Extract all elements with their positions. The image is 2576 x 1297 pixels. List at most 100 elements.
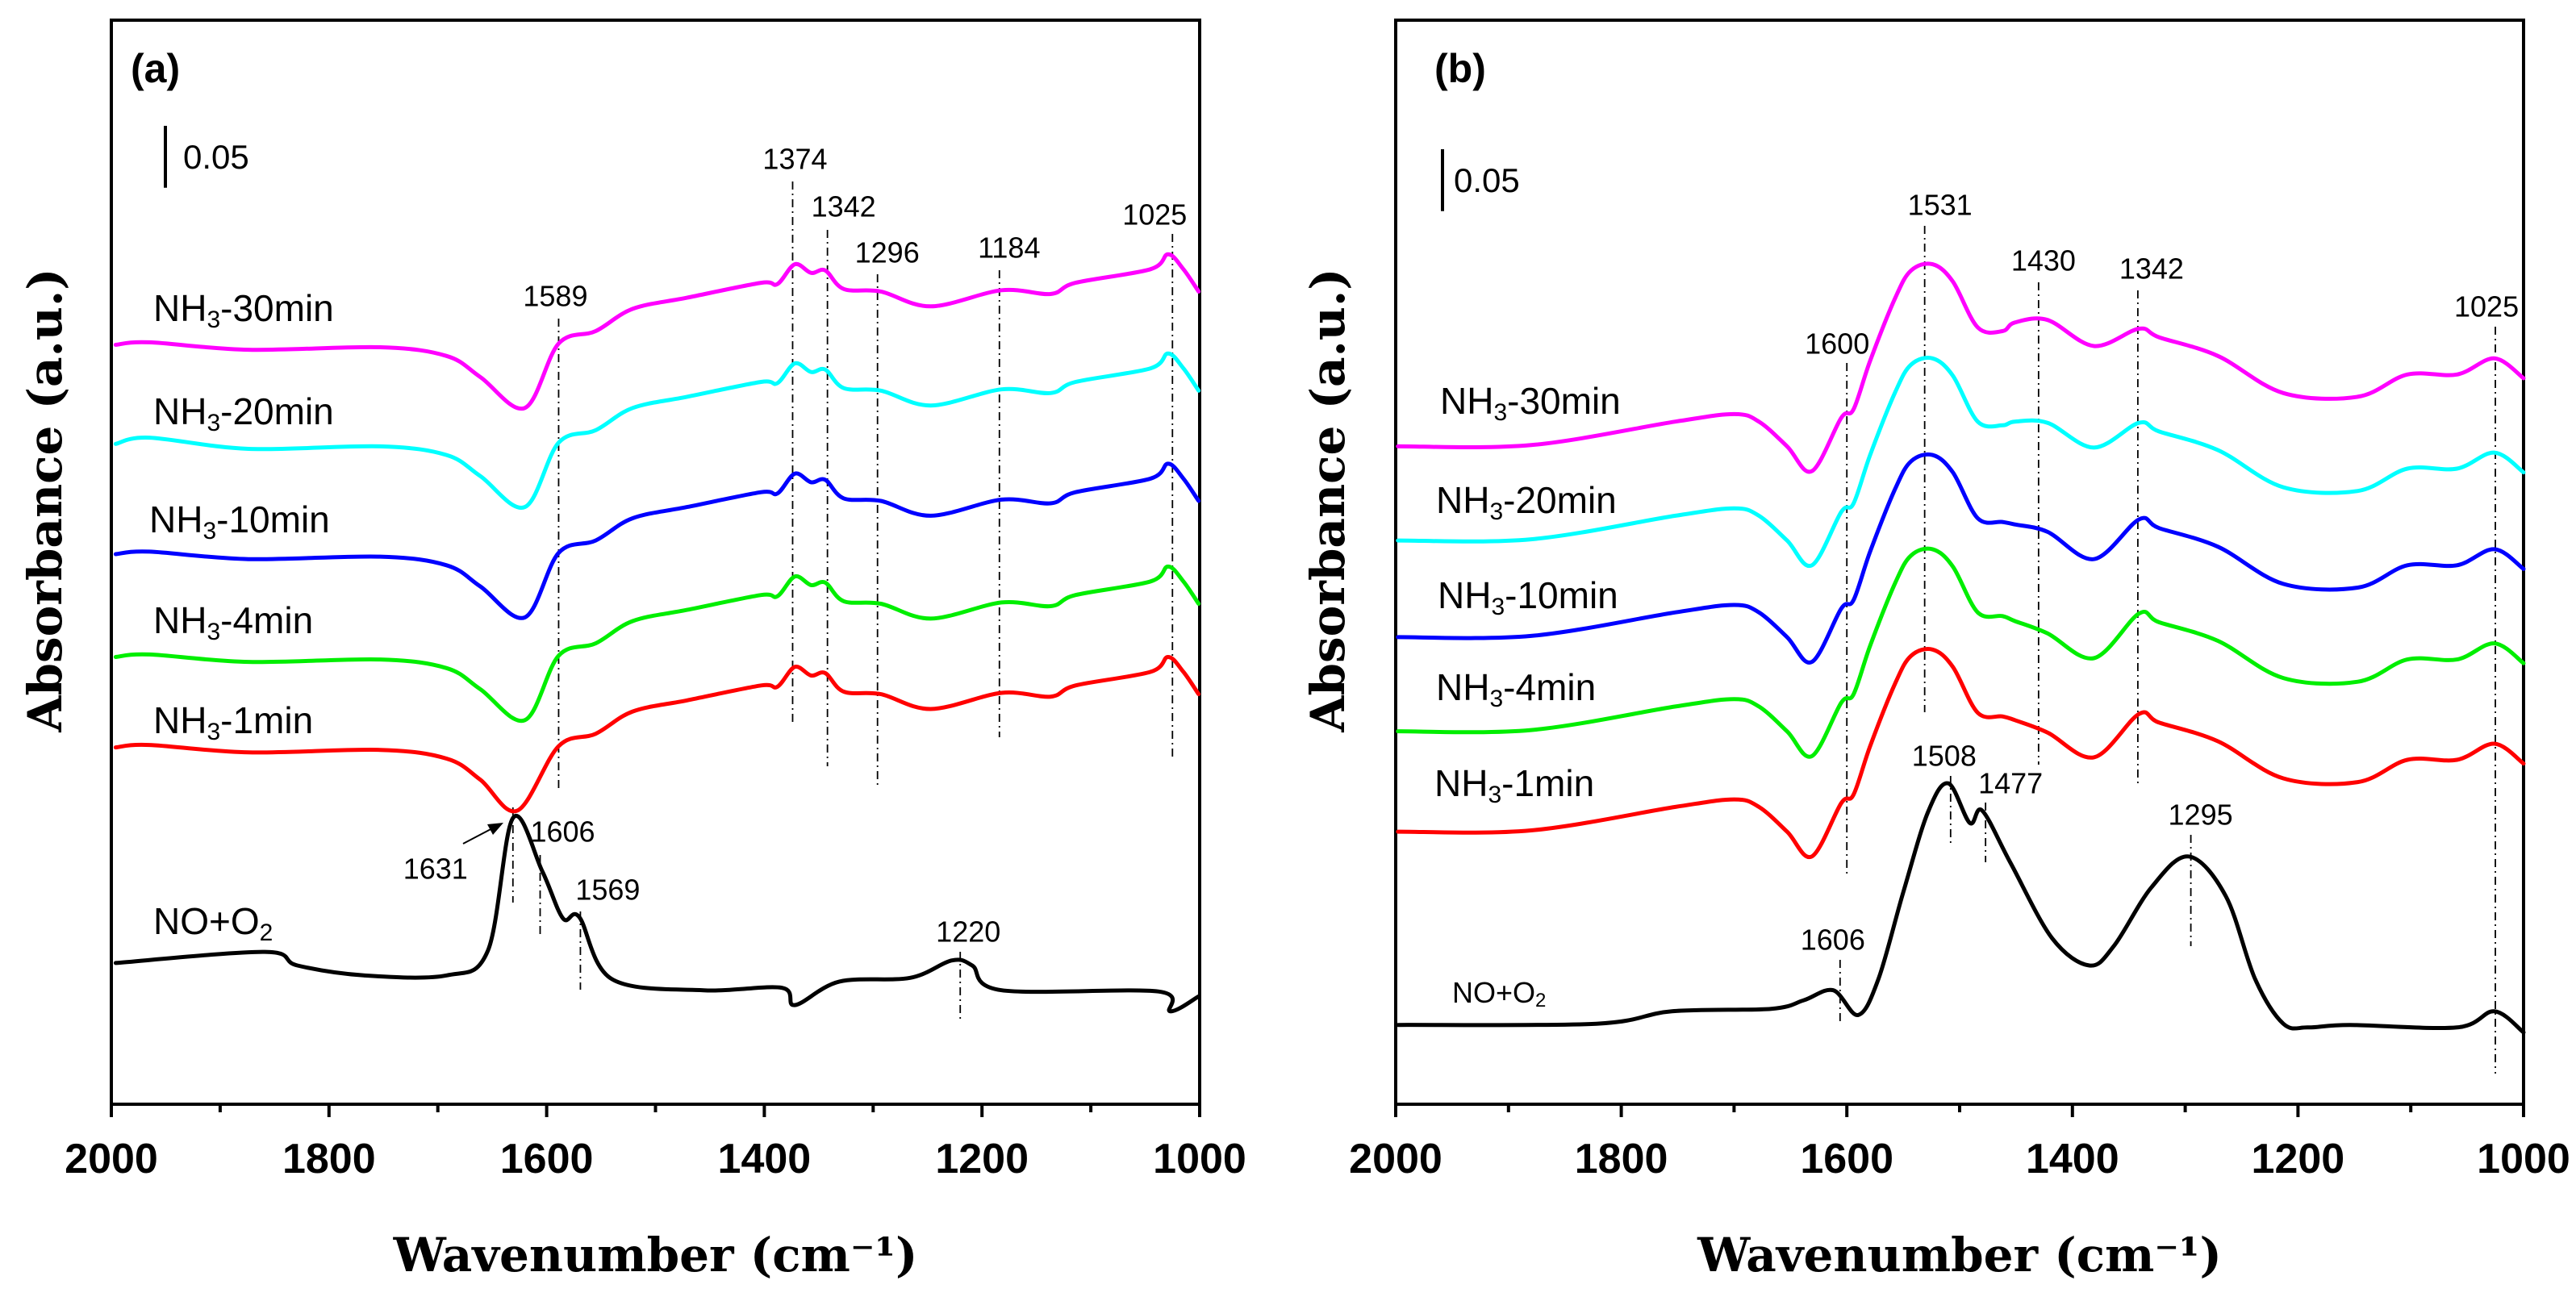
series-label: NH3-10min bbox=[1438, 574, 1618, 620]
series-line-nh3-20min bbox=[1396, 356, 2526, 569]
x-axis-title: Wavenumber (cm⁻¹) bbox=[393, 1228, 918, 1282]
series-label-main: NH bbox=[153, 390, 207, 432]
series-label-subscript: 3 bbox=[1493, 399, 1507, 426]
series-label-rest: -30min bbox=[1507, 380, 1621, 422]
series-label-main: NH bbox=[153, 287, 207, 329]
y-axis-title: Absorbance (a.u.) bbox=[18, 268, 73, 732]
series-label-subscript: 3 bbox=[1489, 686, 1503, 712]
series-line-nh3-1min bbox=[113, 655, 1201, 814]
series-label-main: NH bbox=[149, 498, 202, 540]
series-label: NH3-10min bbox=[149, 498, 330, 544]
scale-bar-label: 0.05 bbox=[1454, 161, 1520, 199]
series-label-rest: -10min bbox=[216, 498, 330, 540]
series-label: NH3-4min bbox=[1436, 666, 1596, 712]
series-label-main: NH bbox=[1436, 666, 1489, 708]
peak-label: 1606 bbox=[530, 815, 595, 849]
series-label-main: NH bbox=[153, 699, 207, 741]
x-axis-title: Wavenumber (cm⁻¹) bbox=[1697, 1228, 2222, 1282]
series-label-rest: -4min bbox=[1503, 666, 1596, 708]
x-tick-label: 1200 bbox=[2252, 1136, 2345, 1182]
series-label-main: NH bbox=[1438, 574, 1491, 616]
peak-label: 1531 bbox=[1908, 189, 1973, 222]
series-label-main: NH bbox=[153, 599, 207, 641]
peak-label: 1025 bbox=[1122, 198, 1187, 231]
series-label-main: NO+O bbox=[153, 900, 260, 942]
peak-label: 1296 bbox=[855, 236, 920, 269]
series-label: NH3-30min bbox=[1440, 380, 1621, 426]
peak-label: 1184 bbox=[978, 231, 1040, 265]
peak-label: 1569 bbox=[575, 874, 640, 907]
series-line-nh3-1min bbox=[1396, 647, 2526, 860]
x-tick-label: 1200 bbox=[935, 1136, 1029, 1182]
plot-frame bbox=[1394, 19, 2525, 1106]
series-label: NH3-1min bbox=[153, 699, 313, 745]
peak-label: 1508 bbox=[1912, 740, 1977, 773]
series-line-nh3-10min bbox=[1396, 452, 2526, 665]
series-label-main: NH bbox=[1440, 380, 1493, 422]
peak-label: 1025 bbox=[2454, 290, 2519, 323]
series-label: NH3-4min bbox=[153, 599, 313, 645]
x-tick-label: 2000 bbox=[65, 1136, 158, 1182]
series-label-rest: -20min bbox=[1503, 479, 1617, 521]
peak-label: 1430 bbox=[2011, 244, 2076, 277]
series-label-main: NH bbox=[1436, 479, 1489, 521]
peak-label: 1600 bbox=[1805, 327, 1869, 361]
series-label-rest: -1min bbox=[1501, 762, 1594, 804]
series-label-subscript: 3 bbox=[1491, 594, 1505, 620]
panel-b: 2000 1800 1600 1400 1200 1000 Wavenumber (cm⁻¹… bbox=[1301, 19, 2570, 1282]
series-label-rest: -30min bbox=[220, 287, 334, 329]
series-label-main: NO+O bbox=[1452, 976, 1535, 1009]
y-axis-title: Absorbance (a.u.) bbox=[1301, 268, 1355, 732]
series-label-subscript: 2 bbox=[1535, 990, 1546, 1011]
x-tick-label: 1400 bbox=[2026, 1136, 2119, 1182]
panel-a: 2000 1800 1600 1400 1200 1000 Wavenumber (cm⁻¹… bbox=[18, 19, 1246, 1282]
series-line-nh3-10min bbox=[113, 461, 1201, 620]
series-label: NH3-20min bbox=[1436, 479, 1617, 525]
series-label: NH3-30min bbox=[153, 287, 334, 333]
x-tick-label: 1800 bbox=[282, 1136, 376, 1182]
peak-label: 1295 bbox=[2169, 799, 2233, 832]
series-label: NH3-1min bbox=[1434, 762, 1594, 808]
series-line-no-o2 bbox=[113, 814, 1201, 1014]
arrow-line bbox=[462, 826, 496, 845]
scale-bar-label: 0.05 bbox=[183, 138, 249, 176]
arrow-head-icon bbox=[487, 823, 503, 835]
series-label-subscript: 3 bbox=[1489, 498, 1503, 525]
peak-label: 1589 bbox=[523, 280, 587, 313]
series-line-nh3-4min bbox=[1396, 546, 2526, 759]
series-label-rest: -20min bbox=[220, 390, 334, 432]
series-line-nh3-30min bbox=[1396, 261, 2526, 474]
peak-label: 1374 bbox=[762, 143, 827, 176]
x-tick-label: 2000 bbox=[1349, 1136, 1442, 1182]
series-line-nh3-20min bbox=[113, 351, 1201, 510]
series-label-rest: -10min bbox=[1505, 574, 1618, 616]
series-label-subscript: 3 bbox=[207, 307, 220, 333]
series-line-no-o2 bbox=[1396, 781, 2526, 1035]
peak-label: 1631 bbox=[403, 853, 468, 886]
plot-frame bbox=[110, 19, 1201, 1106]
x-tick-label: 1400 bbox=[718, 1136, 812, 1182]
panel-letter: (b) bbox=[1434, 46, 1486, 91]
series-label: NO+O2 bbox=[153, 900, 273, 946]
peak-label: 1220 bbox=[936, 915, 1000, 949]
series-label-main: NH bbox=[1434, 762, 1488, 804]
peak-label: 1606 bbox=[1801, 924, 1865, 957]
x-tick-label: 1600 bbox=[1800, 1136, 1893, 1182]
panel-letter: (a) bbox=[131, 46, 180, 91]
x-tick-label: 1000 bbox=[1153, 1136, 1246, 1182]
series-label: NH3-20min bbox=[153, 390, 334, 436]
series-label-subscript: 3 bbox=[207, 619, 220, 645]
peak-label: 1342 bbox=[812, 190, 876, 223]
series-label-subscript: 2 bbox=[260, 920, 273, 946]
series-line-nh3-30min bbox=[113, 252, 1201, 411]
x-tick-label: 1000 bbox=[2477, 1136, 2570, 1182]
peak-label: 1342 bbox=[2119, 252, 2184, 286]
series-label-subscript: 3 bbox=[207, 410, 220, 436]
series-label-rest: -1min bbox=[220, 699, 313, 741]
series-line-nh3-4min bbox=[113, 564, 1201, 724]
series-label: NO+O2 bbox=[1452, 976, 1546, 1011]
series-label-subscript: 3 bbox=[1488, 782, 1501, 808]
x-tick-label: 1800 bbox=[1575, 1136, 1668, 1182]
series-label-subscript: 3 bbox=[202, 518, 216, 544]
x-tick-label: 1600 bbox=[500, 1136, 594, 1182]
